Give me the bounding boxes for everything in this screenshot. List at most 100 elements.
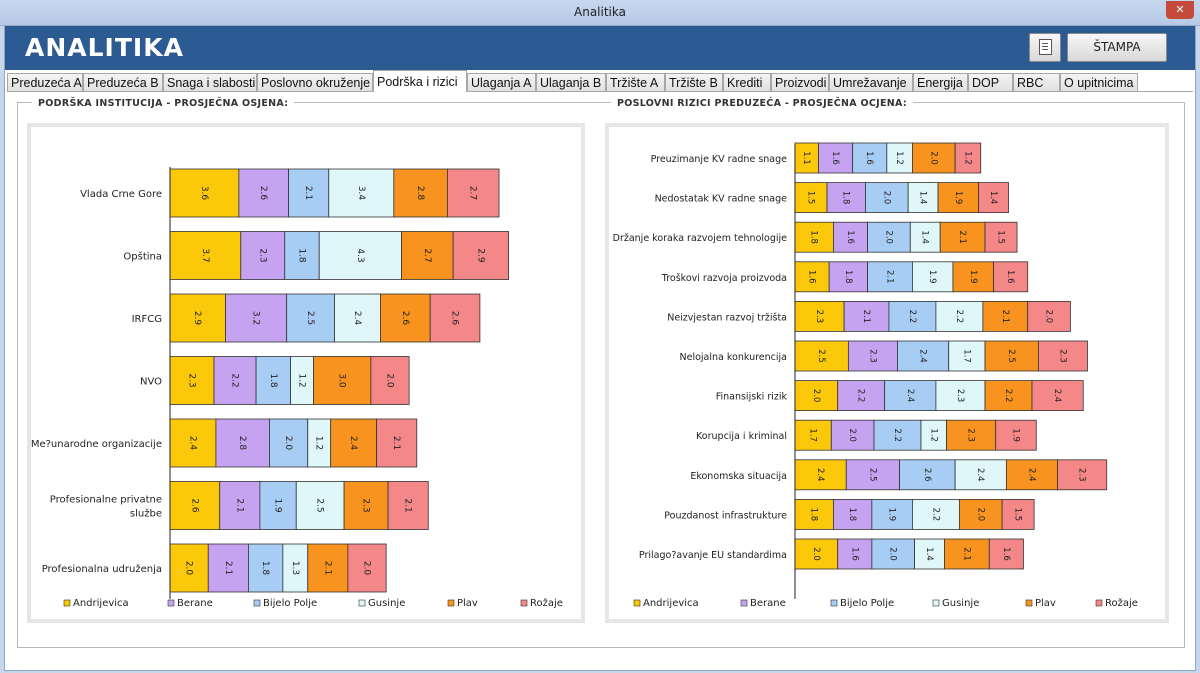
category-label: IRFCG — [132, 314, 162, 325]
tab-14[interactable]: DOP — [968, 73, 1013, 91]
bar-segment — [255, 356, 291, 405]
data-label: 1.6 — [849, 547, 859, 561]
left-section-title: PODRŠKA INSTITUCIJA - PROSJEČNA OSJENA: — [32, 98, 295, 109]
data-label: 2.2 — [892, 428, 902, 442]
data-label: 1.9 — [953, 191, 963, 205]
bar-segment — [794, 340, 849, 372]
close-icon[interactable]: ✕ — [1166, 1, 1194, 19]
data-label: 1.8 — [847, 508, 857, 522]
data-label: 1.4 — [924, 547, 934, 561]
tab-4[interactable]: Poslovno okruženje — [257, 73, 373, 91]
tab-13[interactable]: Energija — [913, 73, 968, 91]
legend-swatch — [830, 599, 838, 607]
category-label: službe — [130, 508, 162, 520]
bar-segment — [984, 340, 1039, 372]
bar-segment — [380, 293, 431, 343]
document-icon — [1039, 39, 1052, 55]
bar-segment — [401, 231, 454, 280]
data-label: 2.9 — [475, 248, 485, 263]
data-label: 2.0 — [362, 561, 372, 576]
tab-11[interactable]: Proizvodi — [771, 73, 829, 91]
data-label: 1.8 — [809, 230, 819, 244]
category-label: Držanje koraka razvojem tehnologije — [613, 233, 788, 244]
data-label: 2.0 — [881, 191, 891, 205]
tab-page — [17, 102, 1185, 648]
tab-9[interactable]: Tržište B — [665, 73, 723, 91]
data-label: 2.2 — [930, 508, 940, 522]
category-label: Preuzimanje KV radne snage — [651, 154, 788, 165]
data-label: 1.7 — [961, 349, 971, 363]
data-label: 1.8 — [296, 248, 306, 263]
bar-segment — [845, 459, 901, 491]
data-label: 1.8 — [260, 561, 270, 576]
data-label: 1.9 — [273, 498, 283, 513]
bar-segment — [429, 293, 481, 343]
bar-segment — [387, 481, 429, 530]
data-label: 3.6 — [199, 186, 209, 201]
bar-segment — [867, 221, 911, 253]
print-button[interactable]: ŠTAMPA — [1067, 33, 1167, 62]
data-label: 1.5 — [806, 191, 816, 205]
bar-segment — [213, 356, 257, 405]
legend-swatch — [932, 599, 940, 607]
bar-segment — [284, 231, 320, 280]
data-label: 2.1 — [861, 310, 871, 324]
data-label: 1.3 — [290, 561, 300, 575]
tab-7[interactable]: Ulaganja B — [536, 73, 606, 91]
data-label: 2.2 — [954, 310, 964, 324]
data-label: 2.9 — [192, 311, 202, 326]
bar-segment — [328, 168, 395, 218]
tab-12[interactable]: Umrežavanje — [829, 73, 913, 91]
data-label: 2.1 — [961, 547, 971, 561]
data-label: 2.5 — [305, 311, 315, 325]
category-label: Finansijski rizik — [716, 392, 788, 403]
bar-segment — [828, 261, 868, 293]
tab-3[interactable]: Snaga i slabosti — [163, 73, 257, 91]
legend-label: Plav — [457, 598, 478, 609]
data-label: 2.0 — [975, 508, 985, 522]
bar-segment — [225, 293, 288, 343]
data-label: 2.0 — [811, 547, 821, 561]
legend-label: Bijelo Polje — [840, 598, 894, 609]
data-label: 2.4 — [352, 311, 362, 326]
legend-label: Gusinje — [368, 598, 405, 609]
bar-segment — [313, 356, 372, 405]
tab-6[interactable]: Ulaganja A — [467, 73, 536, 91]
data-label: 2.0 — [811, 389, 821, 403]
category-label: Profesionalne privatne — [50, 495, 162, 506]
data-label: 2.5 — [867, 468, 877, 482]
data-label: 1.9 — [927, 270, 937, 284]
tab-8[interactable]: Tržište A — [606, 73, 665, 91]
bar-segment — [978, 182, 1009, 213]
support-chart-panel: Vlada Crne Gore 3.6 2.6 2.1 3.4 2.8 2.7 Opština… — [27, 123, 585, 623]
category-label: Korupcija i kriminal — [696, 431, 787, 442]
category-label: Pouzdanost infrastrukture — [664, 510, 787, 521]
legend-swatch — [167, 599, 175, 607]
data-label: 3.7 — [200, 248, 210, 262]
data-label: 1.8 — [841, 191, 851, 205]
bar-segment — [169, 293, 226, 343]
bar-segment — [888, 300, 937, 332]
bar-segment — [912, 261, 954, 293]
print-preview-button[interactable] — [1029, 33, 1061, 62]
bar-segment — [295, 481, 345, 530]
bar-segment — [794, 182, 828, 213]
tab-5[interactable]: Podrška i rizici — [373, 70, 467, 92]
data-label: 1.2 — [314, 436, 324, 450]
bar-segment — [982, 300, 1029, 332]
bar-segment — [169, 418, 217, 468]
bar-segment — [207, 543, 249, 593]
data-label: 2.1 — [303, 186, 313, 200]
bar-segment — [833, 221, 868, 253]
tab-1[interactable]: Preduzeća A — [7, 73, 83, 91]
tab-10[interactable]: Krediti — [723, 73, 771, 91]
tab-2[interactable]: Preduzeća B — [83, 73, 163, 91]
bar-segment — [347, 543, 387, 593]
data-label: 2.3 — [867, 349, 877, 363]
tab-16[interactable]: O upitnicima — [1060, 73, 1138, 91]
window-title: Analitika — [574, 5, 626, 19]
bar-segment — [794, 221, 834, 253]
tab-15[interactable]: RBC — [1013, 73, 1060, 91]
data-label: 2.0 — [847, 428, 857, 442]
legend-label: Rožaje — [530, 597, 563, 609]
